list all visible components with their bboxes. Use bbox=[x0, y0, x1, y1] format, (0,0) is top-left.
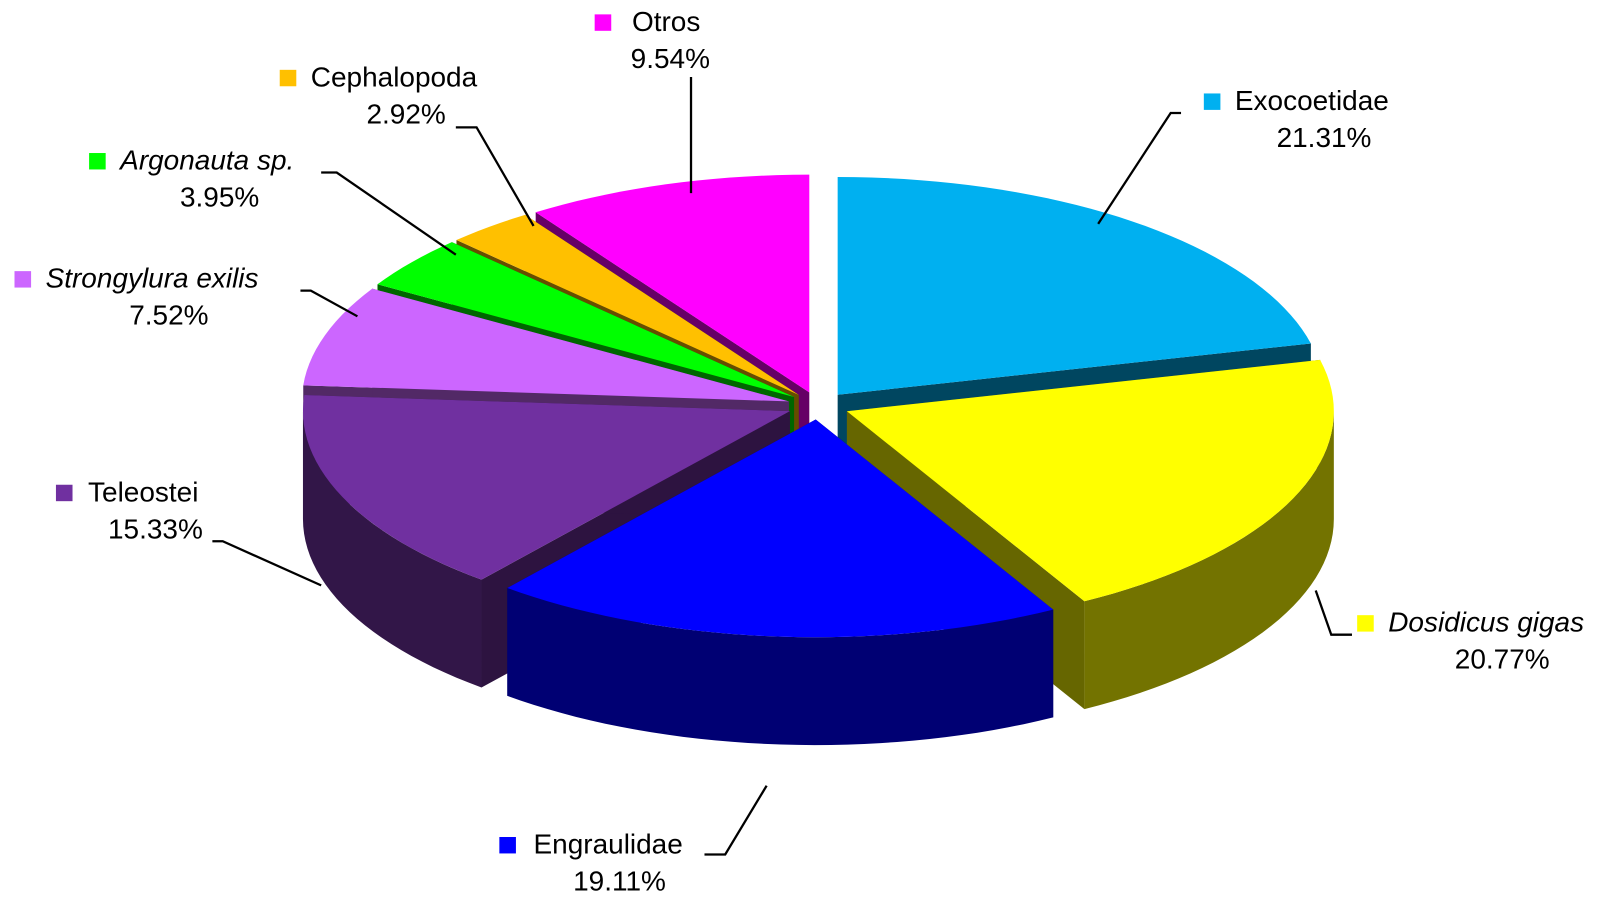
slice-value: 21.31% bbox=[1277, 122, 1372, 153]
slice-value: 19.11% bbox=[573, 866, 666, 897]
slice-name: Strongylura exilis bbox=[46, 263, 259, 294]
leader-line bbox=[300, 289, 358, 318]
slice-name: Argonauta sp. bbox=[118, 145, 294, 176]
legend-swatch bbox=[89, 153, 106, 170]
leader-line bbox=[321, 171, 457, 256]
legend-swatch bbox=[1357, 615, 1374, 632]
leader-line bbox=[704, 785, 768, 856]
slice-value: 15.33% bbox=[108, 513, 203, 544]
slice-name: Teleostei bbox=[88, 476, 198, 507]
slice-wall bbox=[302, 411, 482, 688]
legend-swatch bbox=[14, 271, 32, 288]
leader-line bbox=[455, 126, 535, 227]
slice-value: 20.77% bbox=[1455, 644, 1550, 675]
leader-line bbox=[212, 540, 322, 587]
slice-value: 2.92% bbox=[366, 98, 445, 129]
slice-name: Exocoetidae bbox=[1235, 85, 1389, 116]
slice-wall bbox=[1084, 411, 1334, 710]
slice-top bbox=[303, 288, 789, 402]
slice-top bbox=[507, 419, 1054, 638]
chart-area: Exocoetidae 21.31% Dosidicus gigas 20.77% En… bbox=[14, 6, 1584, 897]
slice-name: Dosidicus gigas bbox=[1388, 607, 1584, 638]
slice bbox=[507, 419, 1054, 746]
legend-swatch bbox=[594, 14, 612, 31]
slice-top bbox=[837, 177, 1311, 395]
legend-swatch bbox=[1203, 93, 1221, 110]
leader-line bbox=[1314, 590, 1352, 636]
slice-top bbox=[535, 174, 810, 393]
slice-wall bbox=[507, 587, 1054, 746]
slice-top bbox=[302, 395, 790, 580]
slice-top bbox=[377, 242, 795, 398]
leader-line bbox=[1097, 111, 1182, 225]
slice-top bbox=[846, 359, 1334, 602]
slice-name: Cephalopoda bbox=[311, 62, 478, 93]
slice-name: Otros bbox=[632, 6, 700, 37]
legend-swatch bbox=[279, 69, 297, 87]
legend-swatch bbox=[55, 484, 73, 502]
slice-value: 3.95% bbox=[180, 182, 259, 213]
slice-name: Engraulidae bbox=[534, 829, 683, 860]
slice-top bbox=[456, 214, 799, 395]
slice-value: 9.54% bbox=[631, 43, 710, 74]
legend-swatch bbox=[499, 837, 516, 854]
slice-value: 7.52% bbox=[129, 300, 208, 331]
